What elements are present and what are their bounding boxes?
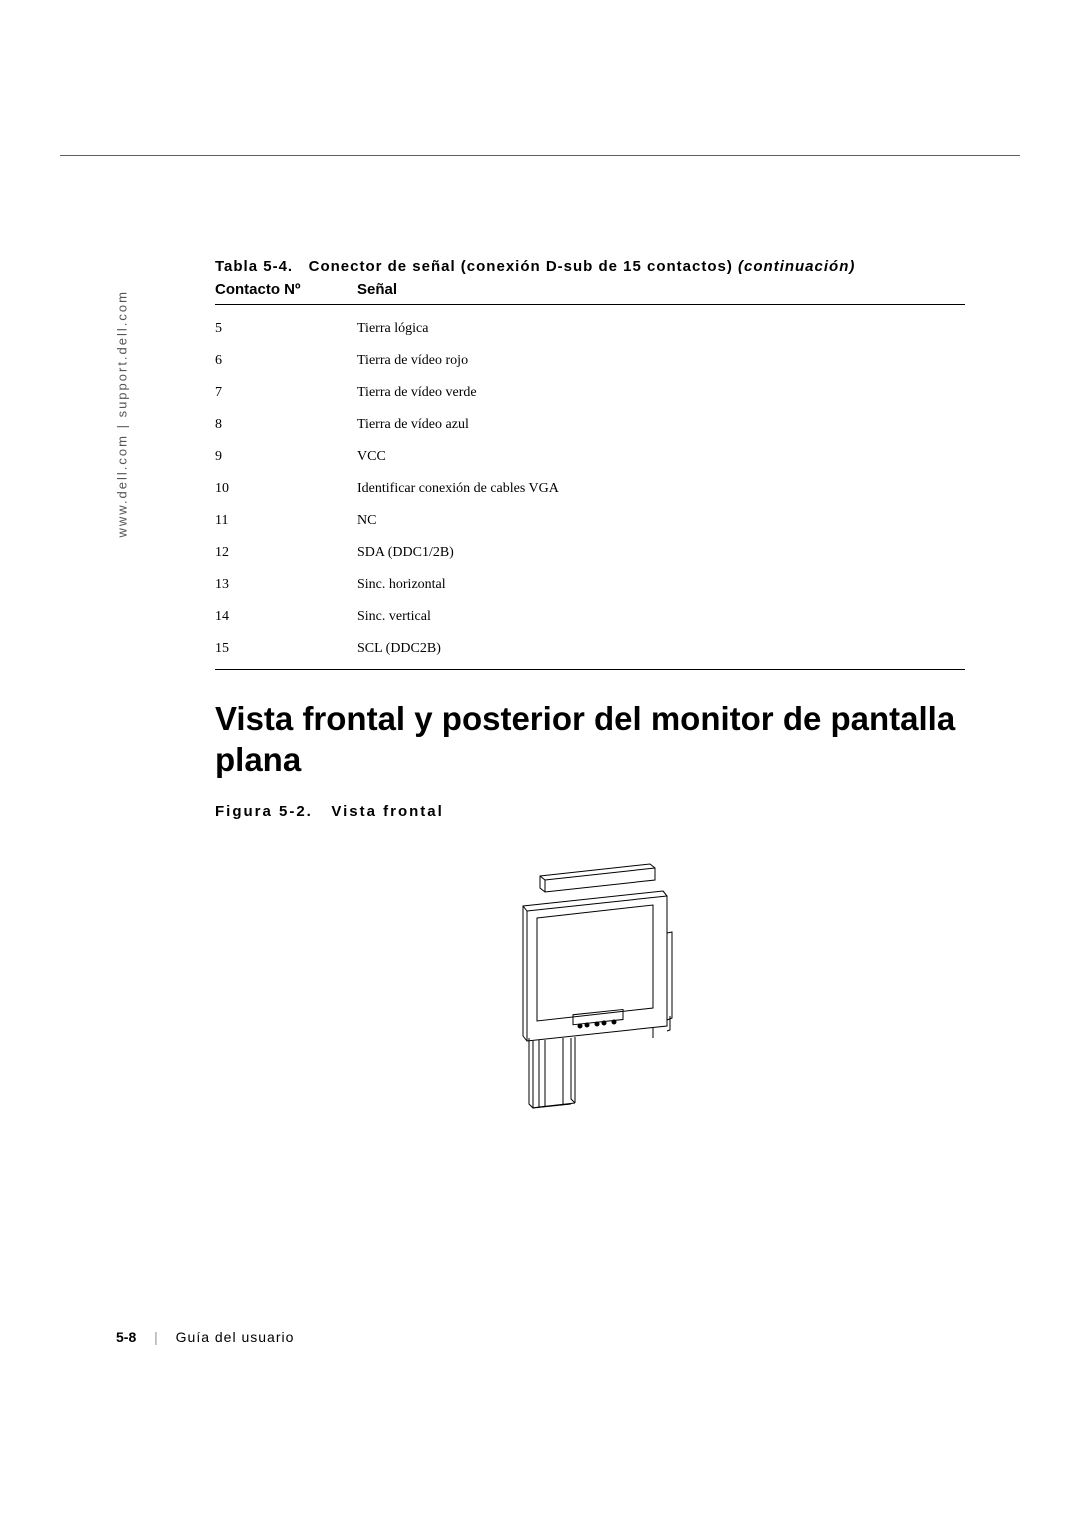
table-caption-prefix: Tabla 5-4. xyxy=(215,258,293,275)
table-row: 5Tierra lógica xyxy=(215,313,965,345)
table-row: 13Sinc. horizontal xyxy=(215,569,965,601)
figure-caption-prefix: Figura 5-2. xyxy=(215,803,313,820)
cell-signal: Sinc. vertical xyxy=(357,609,965,625)
main-content: Tabla 5-4. Conector de señal (conexión D… xyxy=(215,258,965,1123)
cell-contacto: 15 xyxy=(215,641,357,657)
table-row: 8Tierra de vídeo azul xyxy=(215,409,965,441)
figure-container xyxy=(215,858,965,1123)
footer-separator: | xyxy=(154,1329,158,1345)
cell-signal: NC xyxy=(357,513,965,529)
cell-contacto: 11 xyxy=(215,513,357,529)
table-caption-main: Conector de señal (conexión D-sub de 15 … xyxy=(309,258,733,275)
sidebar-url: www.dell.com | support.dell.com xyxy=(115,290,130,537)
cell-signal: Tierra lógica xyxy=(357,321,965,337)
cell-contacto: 8 xyxy=(215,417,357,433)
figure-caption-main: Vista frontal xyxy=(331,803,443,820)
cell-signal: Tierra de vídeo azul xyxy=(357,417,965,433)
guide-label: Guía del usuario xyxy=(176,1329,295,1345)
cell-contacto: 6 xyxy=(215,353,357,369)
cell-contacto: 13 xyxy=(215,577,357,593)
figure-caption: Figura 5-2. Vista frontal xyxy=(215,803,965,820)
table-bottom-border xyxy=(215,669,965,670)
footer: 5-8 | Guía del usuario xyxy=(116,1329,294,1345)
header-contacto: Contacto Nº xyxy=(215,281,357,298)
table-row: 15SCL (DDC2B) xyxy=(215,633,965,665)
cell-signal: Tierra de vídeo rojo xyxy=(357,353,965,369)
table-caption-suffix: (continuación) xyxy=(738,258,855,275)
table-row: 6Tierra de vídeo rojo xyxy=(215,345,965,377)
table-row: 10Identificar conexión de cables VGA xyxy=(215,473,965,505)
cell-contacto: 10 xyxy=(215,481,357,497)
table-caption: Tabla 5-4. Conector de señal (conexión D… xyxy=(215,258,965,275)
table-row: 7Tierra de vídeo verde xyxy=(215,377,965,409)
cell-contacto: 12 xyxy=(215,545,357,561)
section-heading: Vista frontal y posterior del monitor de… xyxy=(215,698,965,781)
table-row: 12SDA (DDC1/2B) xyxy=(215,537,965,569)
monitor-drawing xyxy=(485,858,695,1118)
cell-signal: Identificar conexión de cables VGA xyxy=(357,481,965,497)
table-body: 5Tierra lógica6Tierra de vídeo rojo7Tier… xyxy=(215,313,965,665)
cell-contacto: 9 xyxy=(215,449,357,465)
header-senal: Señal xyxy=(357,281,397,298)
page-number: 5-8 xyxy=(116,1329,136,1345)
table-row: 11NC xyxy=(215,505,965,537)
cell-contacto: 7 xyxy=(215,385,357,401)
table-header: Contacto Nº Señal xyxy=(215,281,965,305)
cell-contacto: 5 xyxy=(215,321,357,337)
table-row: 9VCC xyxy=(215,441,965,473)
cell-signal: SDA (DDC1/2B) xyxy=(357,545,965,561)
table-row: 14Sinc. vertical xyxy=(215,601,965,633)
cell-signal: Tierra de vídeo verde xyxy=(357,385,965,401)
cell-signal: VCC xyxy=(357,449,965,465)
cell-contacto: 14 xyxy=(215,609,357,625)
top-rule xyxy=(60,155,1020,156)
cell-signal: SCL (DDC2B) xyxy=(357,641,965,657)
cell-signal: Sinc. horizontal xyxy=(357,577,965,593)
